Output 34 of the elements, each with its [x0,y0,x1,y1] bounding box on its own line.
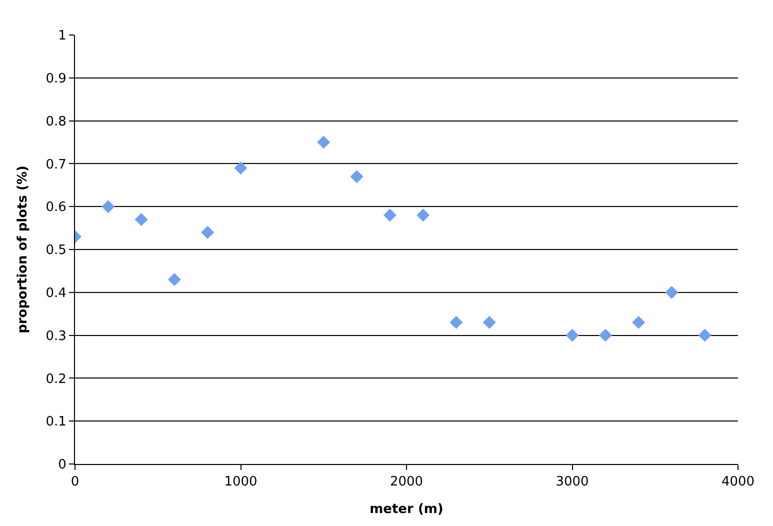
point [168,273,181,286]
y-tick-label: 1 [58,28,66,44]
y-tick-label: 0.6 [46,200,66,216]
y-tick-label: 0.2 [46,372,66,387]
point [134,212,148,226]
y-tick-label: 0.5 [46,243,66,258]
y-tick-label: 0.8 [46,114,66,130]
x-tick-label: 0 [70,474,80,490]
x-tick-label: 3000 [556,474,589,490]
point [234,161,248,174]
y-axis-title: proportion of plots (%) [16,166,31,334]
y-tick-label: 0.1 [46,414,66,430]
point [416,208,430,222]
point [383,208,396,222]
point [201,226,214,239]
point [102,200,115,214]
point [317,136,330,149]
x-tick-label: 2000 [390,474,424,490]
x-tick-label: 1000 [224,474,258,490]
point [350,170,364,184]
point [665,286,678,299]
point [566,328,579,342]
x-tick-label: 4000 [721,474,755,490]
point [598,328,612,342]
y-tick-label: 0.3 [46,328,66,344]
point [450,316,463,329]
y-tick-label: 0.7 [46,157,66,172]
point [698,328,712,342]
y-tick-label: 0.4 [46,286,66,301]
point [632,316,646,329]
point [482,316,496,329]
y-tick-label: 0.9 [46,71,66,86]
x-axis-title: meter (m) [370,502,444,518]
y-tick-label: 0 [58,458,66,473]
